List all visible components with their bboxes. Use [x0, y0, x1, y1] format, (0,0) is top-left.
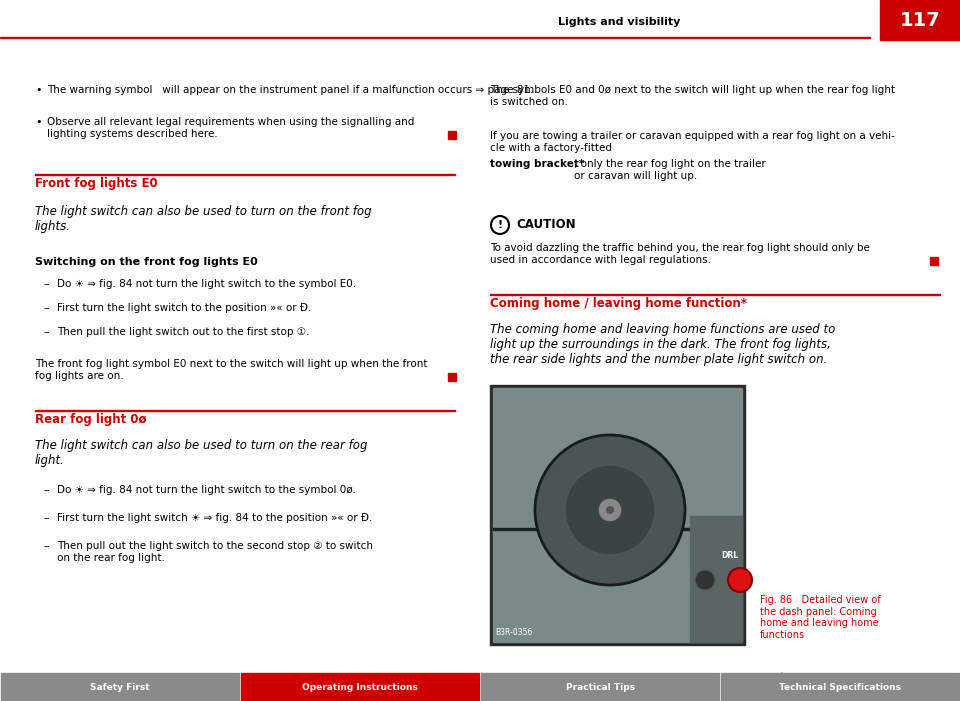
Bar [1, 673, 239, 701]
Bar [448, 131, 456, 139]
Bar [721, 673, 959, 701]
Text: The coming home and leaving home functions are used to
light up the surroundings: The coming home and leaving home functio… [490, 323, 835, 366]
Circle shape [728, 568, 752, 592]
Text: Fig. 86   Detailed view of
the dash panel: Coming
home and leaving home
function: Fig. 86 Detailed view of the dash panel:… [760, 595, 880, 640]
Text: Practical Tips: Practical Tips [565, 683, 635, 691]
Text: The light switch can also be used to turn on the front fog
lights.: The light switch can also be used to tur… [35, 205, 372, 233]
Text: Observe all relevant legal requirements when using the signalling and
lighting s: Observe all relevant legal requirements … [47, 117, 415, 139]
Text: Coming home / leaving home function*: Coming home / leaving home function* [490, 297, 747, 310]
Text: Safety First: Safety First [90, 683, 150, 691]
Text: Technical Specifications: Technical Specifications [779, 683, 901, 691]
Text: Operating Instructions: Operating Instructions [302, 683, 418, 691]
Text: Then pull the light switch out to the ​first​ stop ①.: Then pull the light switch out to the ​f… [57, 327, 309, 337]
Bar [880, 0, 960, 40]
Bar [493, 388, 742, 642]
Text: –: – [43, 485, 49, 495]
Text: Do ☀ ⇒ fig. 84 ​not​ turn the light switch to the symbol 0ø.: Do ☀ ⇒ fig. 84 ​not​ turn the light swit… [57, 485, 356, 495]
Text: DRL: DRL [721, 550, 738, 559]
Bar [0, 36, 870, 38]
Bar [481, 673, 719, 701]
Text: •: • [35, 85, 41, 95]
Text: –: – [43, 541, 49, 551]
Text: Front fog lights E0: Front fog lights E0 [35, 177, 157, 190]
Circle shape [598, 498, 622, 522]
Bar [493, 528, 742, 530]
Text: 117: 117 [900, 11, 941, 29]
Bar [690, 516, 742, 642]
Text: •: • [35, 117, 41, 127]
Circle shape [565, 465, 655, 555]
Text: The warning symbol   will appear on the instrument panel if a malfunction occurs: The warning symbol will appear on the in… [47, 85, 534, 95]
Text: Do ☀ ⇒ fig. 84 ​not​ turn the light switch to the symbol E0.: Do ☀ ⇒ fig. 84 ​not​ turn the light swit… [57, 279, 356, 289]
Text: –: – [43, 279, 49, 289]
Text: –: – [43, 513, 49, 523]
Text: Rear fog light 0ø: Rear fog light 0ø [35, 413, 147, 426]
Bar [448, 373, 456, 381]
Text: First turn the light switch to the position »« or Ð.: First turn the light switch to the posit… [57, 303, 311, 313]
Text: towing bracket*: towing bracket* [490, 159, 585, 169]
Bar [490, 294, 940, 295]
Circle shape [535, 435, 685, 585]
Bar [490, 385, 745, 645]
Circle shape [695, 570, 715, 590]
Text: The symbols E0 and 0ø next to the switch will light up when the rear fog light
i: The symbols E0 and 0ø next to the switch… [490, 85, 895, 107]
Text: –: – [43, 303, 49, 313]
Text: The front fog light symbol E0 next to the switch will light up when the front
fo: The front fog light symbol E0 next to th… [35, 359, 427, 381]
Text: CAUTION: CAUTION [516, 219, 576, 231]
Text: !: ! [497, 220, 503, 230]
Bar [241, 673, 479, 701]
Bar [35, 174, 455, 175]
Text: If you are towing a trailer or caravan equipped with a rear fog light on a vehi-: If you are towing a trailer or caravan e… [490, 131, 895, 153]
Circle shape [606, 506, 614, 514]
Text: Then pull out the light switch to the second stop ② to switch
on the rear fog li: Then pull out the light switch to the se… [57, 541, 373, 563]
Text: B3R-0356: B3R-0356 [495, 628, 533, 637]
Bar [930, 257, 938, 265]
Text: The light switch can also be used to turn on the rear fog
light.: The light switch can also be used to tur… [35, 439, 368, 467]
Bar [35, 410, 455, 411]
Text: , only the rear fog light on the trailer
or caravan will light up.: , only the rear fog light on the trailer… [574, 159, 766, 181]
Text: Lights and visibility: Lights and visibility [558, 17, 680, 27]
Text: –: – [43, 327, 49, 337]
Text: First turn the light switch ☀ ⇒ fig. 84 to the position »« or Ð.: First turn the light switch ☀ ⇒ fig. 84 … [57, 513, 372, 523]
Text: Switching on the front fog lights E0: Switching on the front fog lights E0 [35, 257, 257, 267]
Text: carmanualsonline.info: carmanualsonline.info [840, 676, 955, 686]
Text: To avoid dazzling the traffic behind you, the rear fog light should only be
used: To avoid dazzling the traffic behind you… [490, 243, 870, 264]
